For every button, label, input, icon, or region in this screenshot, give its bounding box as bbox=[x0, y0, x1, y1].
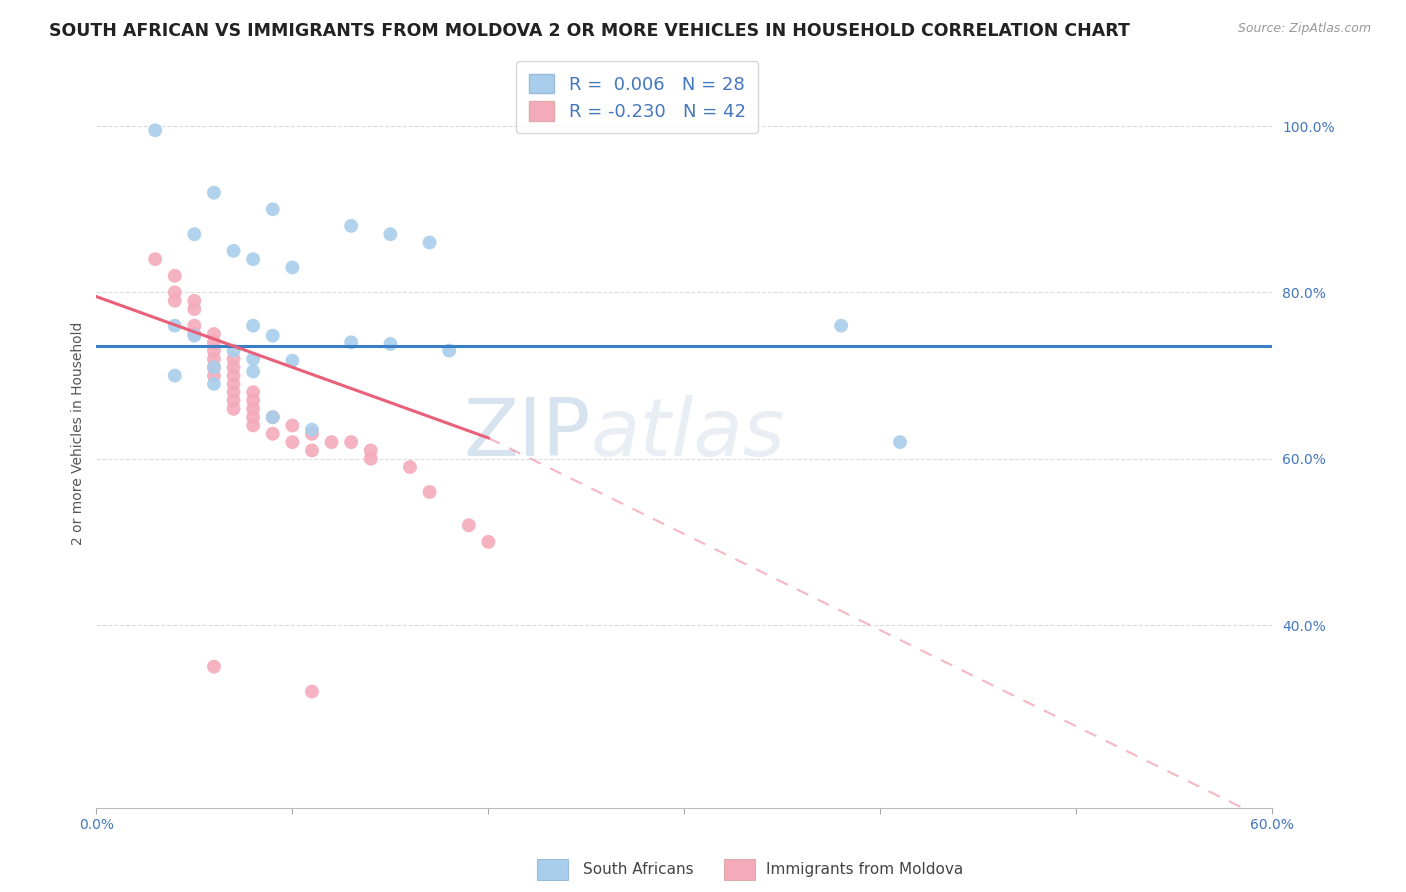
Text: Immigrants from Moldova: Immigrants from Moldova bbox=[766, 863, 963, 877]
Point bbox=[281, 353, 304, 368]
Point bbox=[262, 410, 284, 425]
Point bbox=[163, 285, 186, 300]
Point bbox=[163, 318, 186, 333]
Point bbox=[143, 252, 166, 267]
Point bbox=[262, 328, 284, 343]
Point bbox=[222, 376, 245, 391]
Point bbox=[262, 202, 284, 217]
Point bbox=[183, 301, 205, 316]
Point bbox=[222, 244, 245, 258]
Point bbox=[163, 368, 186, 383]
Point bbox=[380, 337, 402, 351]
Point bbox=[222, 343, 245, 358]
Point bbox=[477, 535, 499, 549]
Point bbox=[202, 360, 225, 375]
Point bbox=[360, 451, 382, 466]
Point bbox=[163, 268, 186, 283]
Text: South Africans: South Africans bbox=[583, 863, 695, 877]
Point bbox=[889, 435, 911, 450]
Point bbox=[242, 385, 264, 400]
Point bbox=[202, 351, 225, 366]
Point bbox=[222, 351, 245, 366]
Point bbox=[242, 401, 264, 416]
Point bbox=[281, 260, 304, 275]
Y-axis label: 2 or more Vehicles in Household: 2 or more Vehicles in Household bbox=[72, 322, 86, 546]
Point bbox=[242, 351, 264, 366]
Point bbox=[183, 328, 205, 343]
Point bbox=[222, 393, 245, 408]
Point bbox=[202, 368, 225, 383]
Point bbox=[242, 418, 264, 433]
Point bbox=[262, 426, 284, 441]
Point bbox=[183, 318, 205, 333]
Point bbox=[222, 360, 245, 375]
Point bbox=[202, 326, 225, 341]
Point bbox=[202, 360, 225, 375]
Legend: R =  0.006   N = 28, R = -0.230   N = 42: R = 0.006 N = 28, R = -0.230 N = 42 bbox=[516, 62, 758, 134]
Point bbox=[222, 385, 245, 400]
Point bbox=[301, 426, 323, 441]
Point bbox=[399, 460, 422, 475]
Point bbox=[202, 186, 225, 200]
Point bbox=[183, 326, 205, 341]
Point bbox=[143, 123, 166, 137]
Point bbox=[301, 443, 323, 458]
Point bbox=[340, 335, 363, 350]
Point bbox=[419, 485, 441, 500]
Point bbox=[830, 318, 852, 333]
Point bbox=[321, 435, 343, 450]
Text: SOUTH AFRICAN VS IMMIGRANTS FROM MOLDOVA 2 OR MORE VEHICLES IN HOUSEHOLD CORRELA: SOUTH AFRICAN VS IMMIGRANTS FROM MOLDOVA… bbox=[49, 22, 1130, 40]
Point bbox=[242, 410, 264, 425]
Point bbox=[202, 659, 225, 673]
Point bbox=[183, 227, 205, 242]
Point bbox=[419, 235, 441, 250]
Point bbox=[380, 227, 402, 242]
Point bbox=[242, 318, 264, 333]
Point bbox=[202, 343, 225, 358]
Point bbox=[183, 293, 205, 308]
Point bbox=[437, 343, 460, 358]
Point bbox=[262, 410, 284, 425]
Point bbox=[457, 518, 479, 533]
Point bbox=[163, 293, 186, 308]
Text: ZIP: ZIP bbox=[463, 395, 591, 473]
Point bbox=[360, 443, 382, 458]
Point bbox=[202, 376, 225, 391]
Point bbox=[301, 423, 323, 437]
Point bbox=[340, 435, 363, 450]
Point bbox=[242, 393, 264, 408]
Point bbox=[340, 219, 363, 233]
Text: Source: ZipAtlas.com: Source: ZipAtlas.com bbox=[1237, 22, 1371, 36]
Point bbox=[281, 435, 304, 450]
Point bbox=[281, 418, 304, 433]
Point bbox=[222, 368, 245, 383]
Point bbox=[301, 684, 323, 698]
Point bbox=[242, 252, 264, 267]
Point bbox=[242, 364, 264, 378]
Point bbox=[222, 401, 245, 416]
Text: atlas: atlas bbox=[591, 395, 785, 473]
Point bbox=[202, 335, 225, 350]
